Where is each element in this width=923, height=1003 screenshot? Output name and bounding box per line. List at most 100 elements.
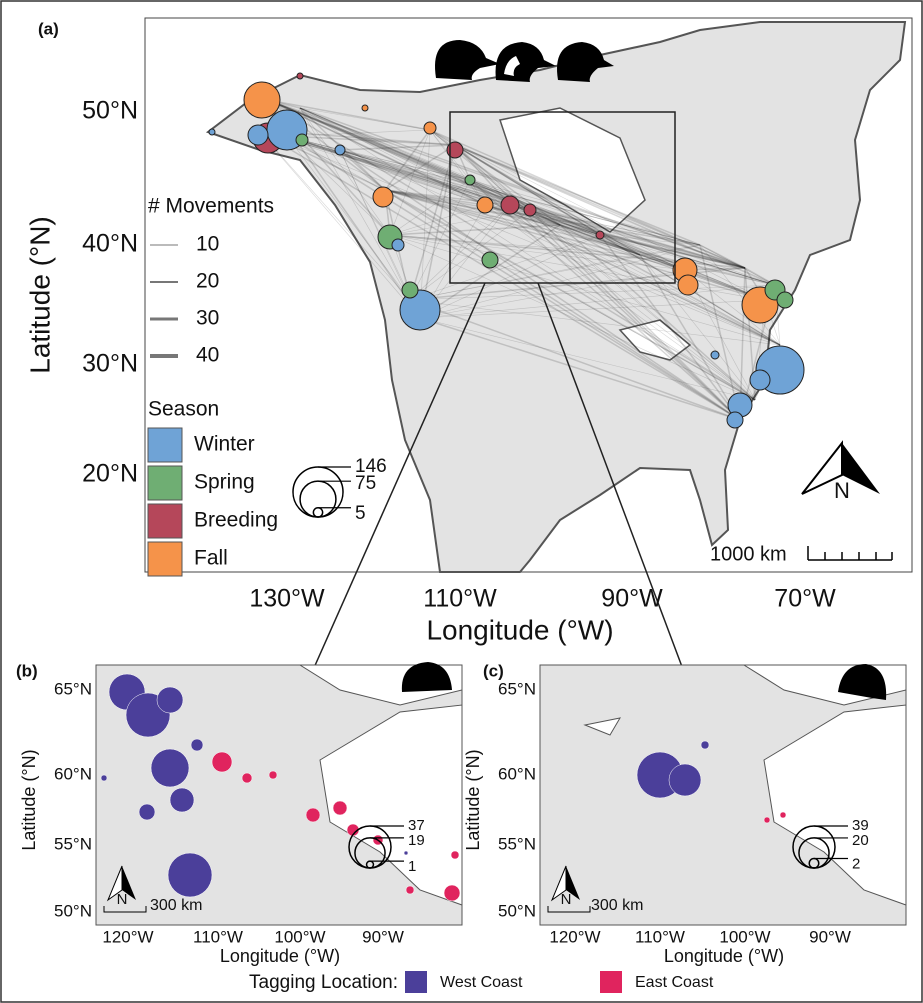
- site-pie: [764, 817, 770, 823]
- site-pie: [701, 741, 709, 749]
- x-axis-title: Longitude (°W): [220, 946, 340, 966]
- y-tick-label: 65°N: [54, 679, 92, 698]
- site-pie: [170, 788, 194, 812]
- y-tick-label: 50°N: [54, 901, 92, 920]
- legend-label: Winter: [194, 433, 255, 456]
- site-pie: [139, 804, 155, 820]
- site-pie: [669, 764, 701, 796]
- y-tick-label: 65°N: [498, 679, 536, 698]
- site-pie: [157, 687, 183, 713]
- x-tick-label: 130°W: [249, 585, 325, 613]
- x-tick-label: 100°W: [719, 927, 770, 946]
- y-axis-title: Latitude (°N): [463, 749, 483, 850]
- site-pie: [482, 252, 498, 268]
- site-pie: [306, 808, 320, 822]
- x-tick-label: 70°W: [774, 585, 836, 613]
- site-pie: [678, 275, 698, 295]
- site-pie: [711, 351, 719, 359]
- site-pie: [444, 885, 460, 901]
- site-pie: [477, 197, 493, 213]
- legend-label: West Coast: [440, 974, 523, 991]
- y-tick-label: 60°N: [54, 764, 92, 783]
- site-pie: [244, 82, 280, 118]
- y-tick-label: 55°N: [498, 834, 536, 853]
- site-pie: [269, 771, 277, 779]
- site-pie: [101, 775, 107, 781]
- north-label: N: [561, 891, 572, 908]
- x-tick-label: 100°W: [274, 927, 325, 946]
- legend-swatch: [405, 971, 427, 993]
- legend-title: # Movements: [148, 195, 274, 218]
- legend-label: Fall: [194, 547, 228, 570]
- site-pie: [424, 122, 436, 134]
- legend-swatch: [148, 542, 182, 576]
- site-pie: [151, 749, 189, 787]
- size-legend-label: 2: [852, 855, 860, 872]
- y-tick-label: 50°N: [498, 901, 536, 920]
- site-pie: [501, 196, 519, 214]
- site-pie: [335, 145, 345, 155]
- y-tick-label: 40°N: [82, 230, 138, 258]
- panel-label: (a): [38, 19, 59, 38]
- legend-label: 30: [196, 307, 219, 330]
- site-pie: [297, 73, 303, 79]
- x-tick-label: 110°W: [635, 927, 685, 946]
- site-pie: [212, 752, 232, 772]
- panel-label: (b): [16, 661, 38, 680]
- legend-title: Season: [148, 398, 219, 421]
- site-pie: [296, 134, 308, 146]
- site-pie: [373, 187, 393, 207]
- scale-bar-label: 1000 km: [710, 543, 787, 565]
- size-legend-label: 1: [408, 858, 416, 875]
- legend-label: Breeding: [194, 509, 278, 532]
- size-legend-label: 75: [355, 473, 376, 494]
- y-tick-label: 55°N: [54, 834, 92, 853]
- legend-swatch: [148, 466, 182, 500]
- legend-swatch: [148, 504, 182, 538]
- y-axis-title: Latitude (°N): [19, 749, 39, 850]
- legend-label: 40: [196, 344, 219, 367]
- x-tick-label: 90°W: [362, 927, 404, 946]
- legend-label: 20: [196, 270, 219, 293]
- x-tick-label: 90°W: [601, 585, 663, 613]
- legend-label: 10: [196, 233, 219, 256]
- x-tick-label: 110°W: [193, 927, 243, 946]
- site-pie: [248, 125, 268, 145]
- size-legend-label: 19: [408, 832, 425, 849]
- y-tick-label: 30°N: [82, 350, 138, 378]
- panel-label: (c): [483, 661, 504, 680]
- site-pie: [727, 412, 743, 428]
- x-axis-title: Longitude (°W): [426, 614, 613, 645]
- figure: (a) 50°N 40°N 30°N 20°N 130°W 110°W 90°W 70°W Lon…: [0, 0, 923, 1003]
- site-pie: [406, 886, 414, 894]
- site-pie: [191, 739, 203, 751]
- x-axis-title: Longitude (°W): [664, 946, 784, 966]
- size-legend-label: 5: [355, 503, 366, 524]
- legend-swatch: [600, 971, 622, 993]
- y-tick-label: 50°N: [82, 97, 138, 125]
- site-pie: [168, 853, 212, 897]
- size-legend-label: 20: [852, 832, 869, 849]
- y-tick-label: 20°N: [82, 460, 138, 488]
- site-pie: [242, 773, 252, 783]
- site-pie: [596, 231, 604, 239]
- legend-label: Spring: [194, 471, 255, 494]
- x-tick-label: 90°W: [809, 927, 851, 946]
- site-pie: [404, 851, 408, 855]
- site-pie: [451, 851, 459, 859]
- scale-bar-label: 300 km: [150, 897, 202, 914]
- site-pie: [402, 282, 418, 298]
- scale-bar-label: 300 km: [591, 897, 643, 914]
- bird-silhouettes: [435, 40, 614, 82]
- site-pie: [750, 370, 770, 390]
- site-pie: [524, 204, 536, 216]
- site-pie: [465, 175, 475, 185]
- y-axis-title: Latitude (°N): [24, 216, 55, 374]
- x-tick-label: 120°W: [549, 927, 600, 946]
- site-pie: [777, 292, 793, 308]
- site-pie: [209, 129, 215, 135]
- legend-title: Tagging Location:: [249, 972, 398, 993]
- x-tick-label: 120°W: [102, 927, 153, 946]
- y-tick-label: 60°N: [498, 764, 536, 783]
- legend-label: East Coast: [635, 974, 714, 991]
